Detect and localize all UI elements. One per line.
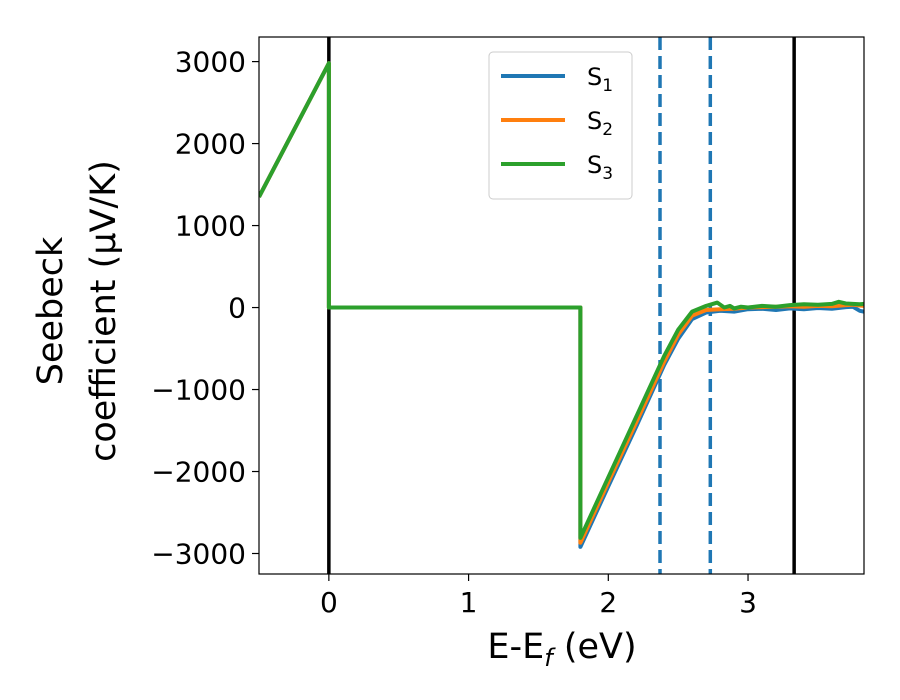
- legend-label-3: S3: [587, 151, 613, 184]
- x-tick-label: 0: [320, 586, 338, 619]
- y-axis-title-line1: Seebeck: [31, 236, 71, 385]
- y-tick-label: −1000: [151, 374, 246, 407]
- x-tick-label: 1: [460, 586, 478, 619]
- y-tick-label: −3000: [151, 538, 246, 571]
- x-tick-label: 3: [739, 586, 757, 619]
- series-lines: [259, 61, 864, 549]
- x-axis-title-unit: (eV): [553, 627, 637, 667]
- y-axis-title: Seebeck coefficient (μV/K): [31, 160, 124, 462]
- y-axis-title-line2: coefficient (μV/K): [84, 160, 124, 462]
- y-tick-label: 3000: [175, 46, 246, 79]
- legend: S1 S2 S3: [488, 51, 633, 200]
- y-tick-label: 2000: [175, 128, 246, 161]
- y-tick-label: −2000: [151, 456, 246, 489]
- y-tick-label: 0: [228, 292, 246, 325]
- x-axis-title-base: E-E: [487, 627, 544, 667]
- y-tick-label: 1000: [175, 210, 246, 243]
- y-axis-ticks: 3000 2000 1000 0 −1000 −2000 −3000: [151, 46, 259, 571]
- legend-label-1: S1: [587, 63, 613, 96]
- x-axis-ticks: 0 1 2 3: [320, 574, 757, 619]
- series-line-3: [259, 61, 864, 540]
- legend-label-2: S2: [587, 107, 613, 140]
- x-tick-label: 2: [599, 586, 617, 619]
- plot-frame: [258, 36, 865, 575]
- x-axis-title: E-Ef (eV): [487, 627, 636, 672]
